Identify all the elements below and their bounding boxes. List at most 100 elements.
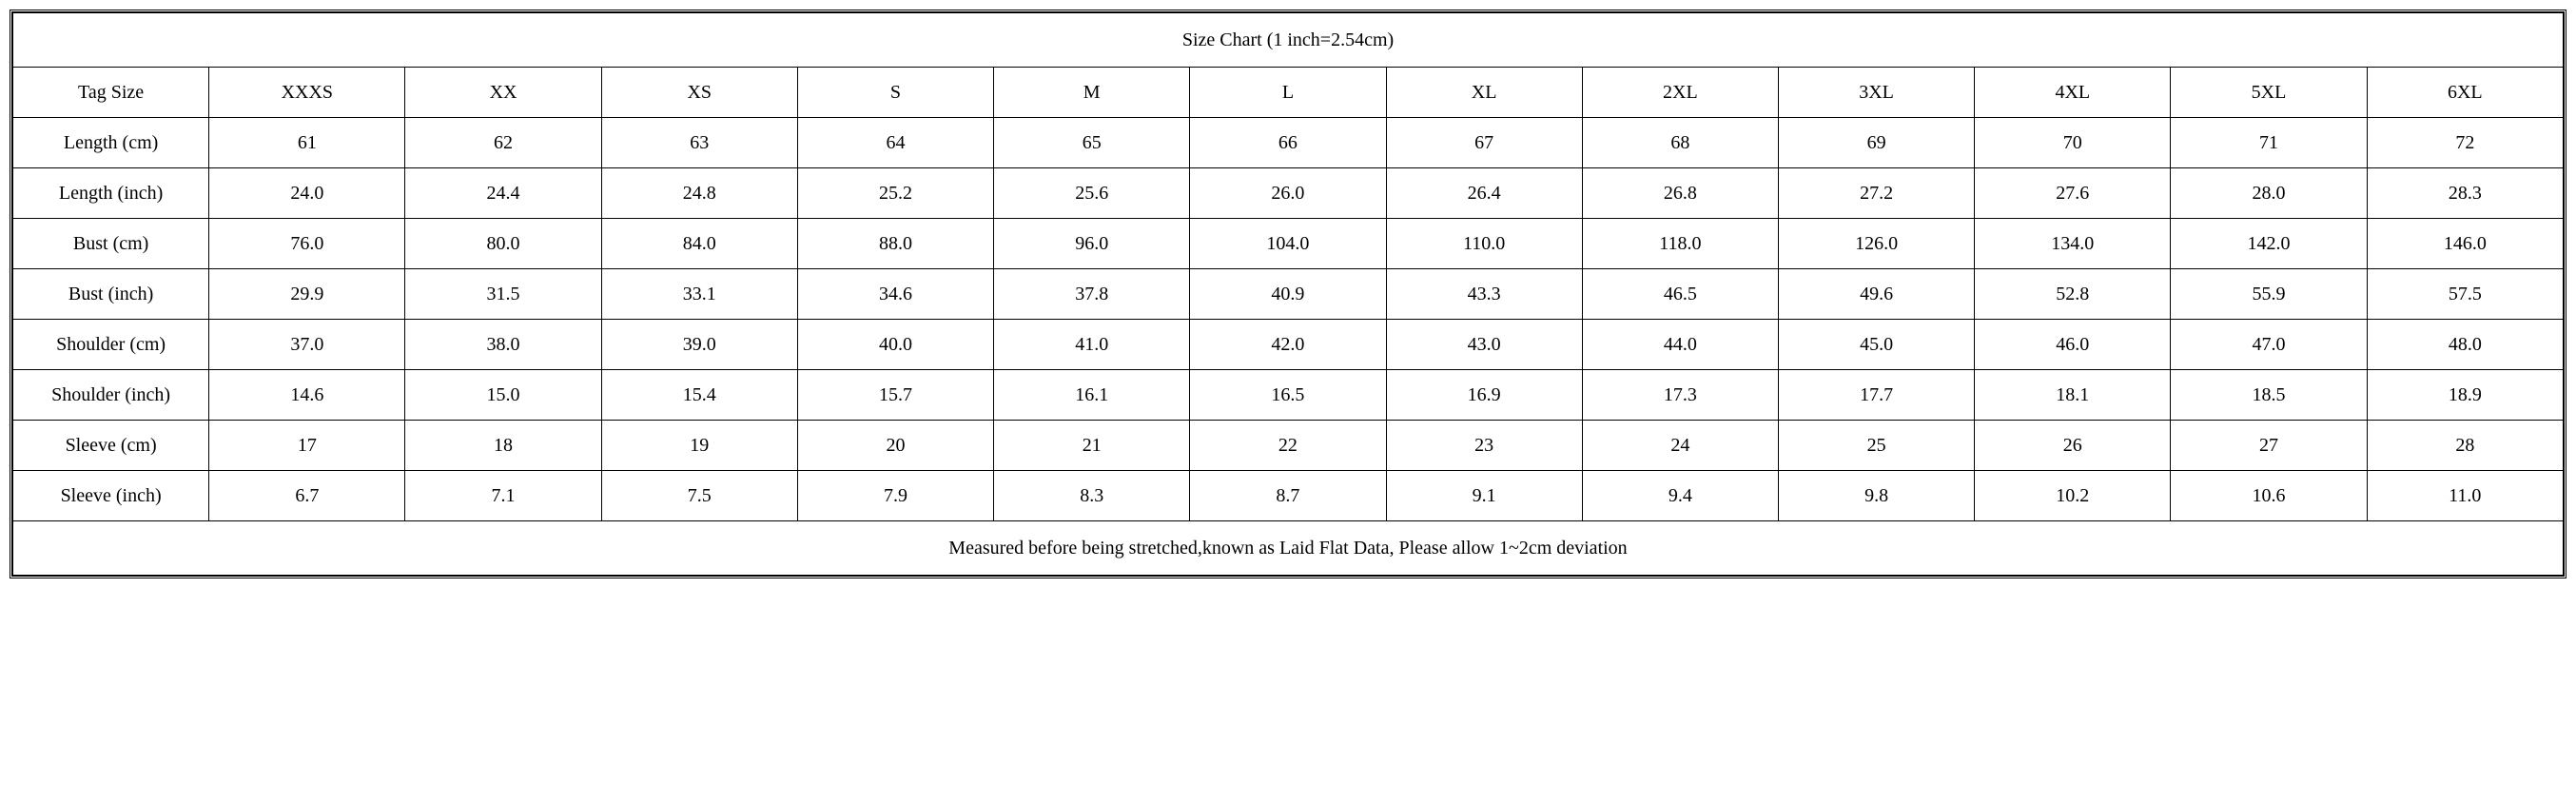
- cell: 11.0: [2367, 471, 2563, 521]
- cell: 16.1: [994, 370, 1190, 421]
- cell: 10.6: [2171, 471, 2367, 521]
- cell: 8.3: [994, 471, 1190, 521]
- cell: 25.2: [797, 168, 993, 219]
- row-label: Bust (inch): [13, 269, 209, 320]
- cell: 26.8: [1582, 168, 1778, 219]
- cell: 26.4: [1386, 168, 1582, 219]
- cell: 17: [209, 421, 405, 471]
- cell: 26: [1975, 421, 2171, 471]
- cell: 67: [1386, 118, 1582, 168]
- cell: 9.8: [1778, 471, 1974, 521]
- cell: 43.3: [1386, 269, 1582, 320]
- cell: 24.4: [405, 168, 601, 219]
- column-header: 2XL: [1582, 68, 1778, 118]
- cell: 17.3: [1582, 370, 1778, 421]
- cell: 20: [797, 421, 993, 471]
- cell: 10.2: [1975, 471, 2171, 521]
- cell: 15.7: [797, 370, 993, 421]
- cell: 27.2: [1778, 168, 1974, 219]
- row-label: Sleeve (inch): [13, 471, 209, 521]
- cell: 76.0: [209, 219, 405, 269]
- cell: 7.1: [405, 471, 601, 521]
- cell: 80.0: [405, 219, 601, 269]
- cell: 134.0: [1975, 219, 2171, 269]
- cell: 15.0: [405, 370, 601, 421]
- column-header: L: [1190, 68, 1386, 118]
- cell: 27: [2171, 421, 2367, 471]
- cell: 9.1: [1386, 471, 1582, 521]
- cell: 25.6: [994, 168, 1190, 219]
- cell: 24: [1582, 421, 1778, 471]
- cell: 18.1: [1975, 370, 2171, 421]
- cell: 16.5: [1190, 370, 1386, 421]
- row-label: Length (inch): [13, 168, 209, 219]
- cell: 49.6: [1778, 269, 1974, 320]
- table-row: Shoulder (cm)37.038.039.040.041.042.043.…: [13, 320, 2564, 370]
- cell: 16.9: [1386, 370, 1582, 421]
- column-header: 4XL: [1975, 68, 2171, 118]
- cell: 104.0: [1190, 219, 1386, 269]
- cell: 25: [1778, 421, 1974, 471]
- cell: 22: [1190, 421, 1386, 471]
- cell: 66: [1190, 118, 1386, 168]
- column-header-label: Tag Size: [13, 68, 209, 118]
- cell: 142.0: [2171, 219, 2367, 269]
- column-header: M: [994, 68, 1190, 118]
- table-row: Length (cm)616263646566676869707172: [13, 118, 2564, 168]
- cell: 62: [405, 118, 601, 168]
- cell: 61: [209, 118, 405, 168]
- table-row: Sleeve (cm)171819202122232425262728: [13, 421, 2564, 471]
- cell: 64: [797, 118, 993, 168]
- column-header: S: [797, 68, 993, 118]
- cell: 84.0: [601, 219, 797, 269]
- cell: 7.5: [601, 471, 797, 521]
- cell: 71: [2171, 118, 2367, 168]
- table-title: Size Chart (1 inch=2.54cm): [13, 13, 2564, 68]
- cell: 41.0: [994, 320, 1190, 370]
- table-row: Length (inch)24.024.424.825.225.626.026.…: [13, 168, 2564, 219]
- cell: 110.0: [1386, 219, 1582, 269]
- cell: 146.0: [2367, 219, 2563, 269]
- column-header: XX: [405, 68, 601, 118]
- table-row: Bust (inch)29.931.533.134.637.840.943.34…: [13, 269, 2564, 320]
- column-header: 3XL: [1778, 68, 1974, 118]
- column-header: 6XL: [2367, 68, 2563, 118]
- cell: 28: [2367, 421, 2563, 471]
- cell: 40.9: [1190, 269, 1386, 320]
- cell: 19: [601, 421, 797, 471]
- cell: 6.7: [209, 471, 405, 521]
- row-label: Sleeve (cm): [13, 421, 209, 471]
- cell: 46.5: [1582, 269, 1778, 320]
- cell: 23: [1386, 421, 1582, 471]
- cell: 8.7: [1190, 471, 1386, 521]
- cell: 28.3: [2367, 168, 2563, 219]
- cell: 26.0: [1190, 168, 1386, 219]
- table-row: Shoulder (inch)14.615.015.415.716.116.51…: [13, 370, 2564, 421]
- cell: 14.6: [209, 370, 405, 421]
- row-label: Shoulder (cm): [13, 320, 209, 370]
- cell: 40.0: [797, 320, 993, 370]
- column-header: XS: [601, 68, 797, 118]
- cell: 38.0: [405, 320, 601, 370]
- cell: 39.0: [601, 320, 797, 370]
- table-row: Sleeve (inch)6.77.17.57.98.38.79.19.49.8…: [13, 471, 2564, 521]
- cell: 48.0: [2367, 320, 2563, 370]
- cell: 44.0: [1582, 320, 1778, 370]
- cell: 96.0: [994, 219, 1190, 269]
- cell: 37.0: [209, 320, 405, 370]
- cell: 33.1: [601, 269, 797, 320]
- cell: 15.4: [601, 370, 797, 421]
- cell: 17.7: [1778, 370, 1974, 421]
- cell: 29.9: [209, 269, 405, 320]
- cell: 18.5: [2171, 370, 2367, 421]
- cell: 9.4: [1582, 471, 1778, 521]
- cell: 24.0: [209, 168, 405, 219]
- cell: 28.0: [2171, 168, 2367, 219]
- size-chart-container: Size Chart (1 inch=2.54cm)Tag SizeXXXSXX…: [10, 10, 2566, 578]
- cell: 88.0: [797, 219, 993, 269]
- row-label: Length (cm): [13, 118, 209, 168]
- cell: 45.0: [1778, 320, 1974, 370]
- cell: 27.6: [1975, 168, 2171, 219]
- cell: 7.9: [797, 471, 993, 521]
- cell: 65: [994, 118, 1190, 168]
